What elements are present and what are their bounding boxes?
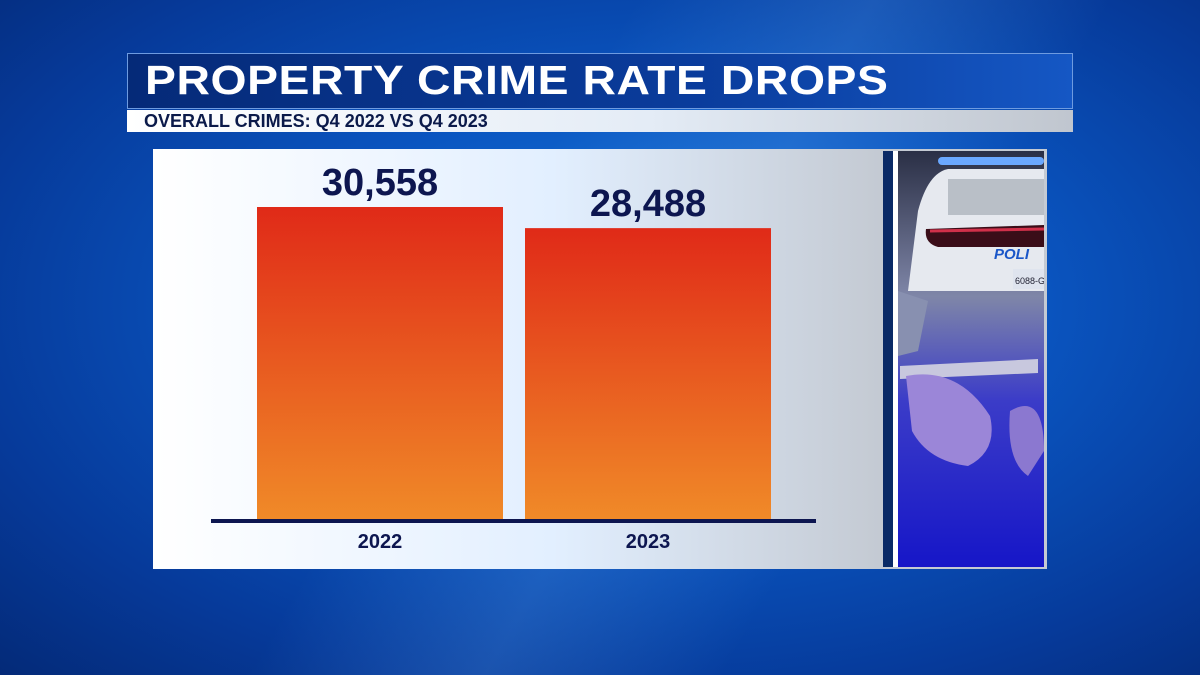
content-panel: 30,558 2022 28,488 2023 POLI 6088-G <box>153 149 1047 569</box>
divider-navy <box>883 151 893 567</box>
bar-chart: 30,558 2022 28,488 2023 <box>211 162 816 553</box>
x-tick-label-2023: 2023 <box>626 531 671 553</box>
title-bar: PROPERTY CRIME RATE DROPS <box>127 53 1073 109</box>
car-lettering: POLI <box>994 246 1030 263</box>
data-label-2022: 30,558 <box>322 162 438 204</box>
subtitle-bar: OVERALL CRIMES: Q4 2022 VS Q4 2023 <box>127 110 1073 132</box>
license-plate: 6088-G <box>1015 276 1044 286</box>
bar-2022 <box>257 207 503 519</box>
bar-2023 <box>525 228 771 519</box>
page-title: PROPERTY CRIME RATE DROPS <box>145 57 889 103</box>
chart-area: 30,558 2022 28,488 2023 <box>153 149 880 569</box>
police-arrest-photo: POLI 6088-G <box>898 151 1044 567</box>
light-bar-icon <box>938 157 1044 165</box>
handcuffs-icon <box>900 359 1038 379</box>
divider-white <box>893 151 898 567</box>
page-subtitle: OVERALL CRIMES: Q4 2022 VS Q4 2023 <box>144 111 488 131</box>
x-tick-label-2022: 2022 <box>358 531 403 553</box>
data-label-2023: 28,488 <box>590 183 706 225</box>
